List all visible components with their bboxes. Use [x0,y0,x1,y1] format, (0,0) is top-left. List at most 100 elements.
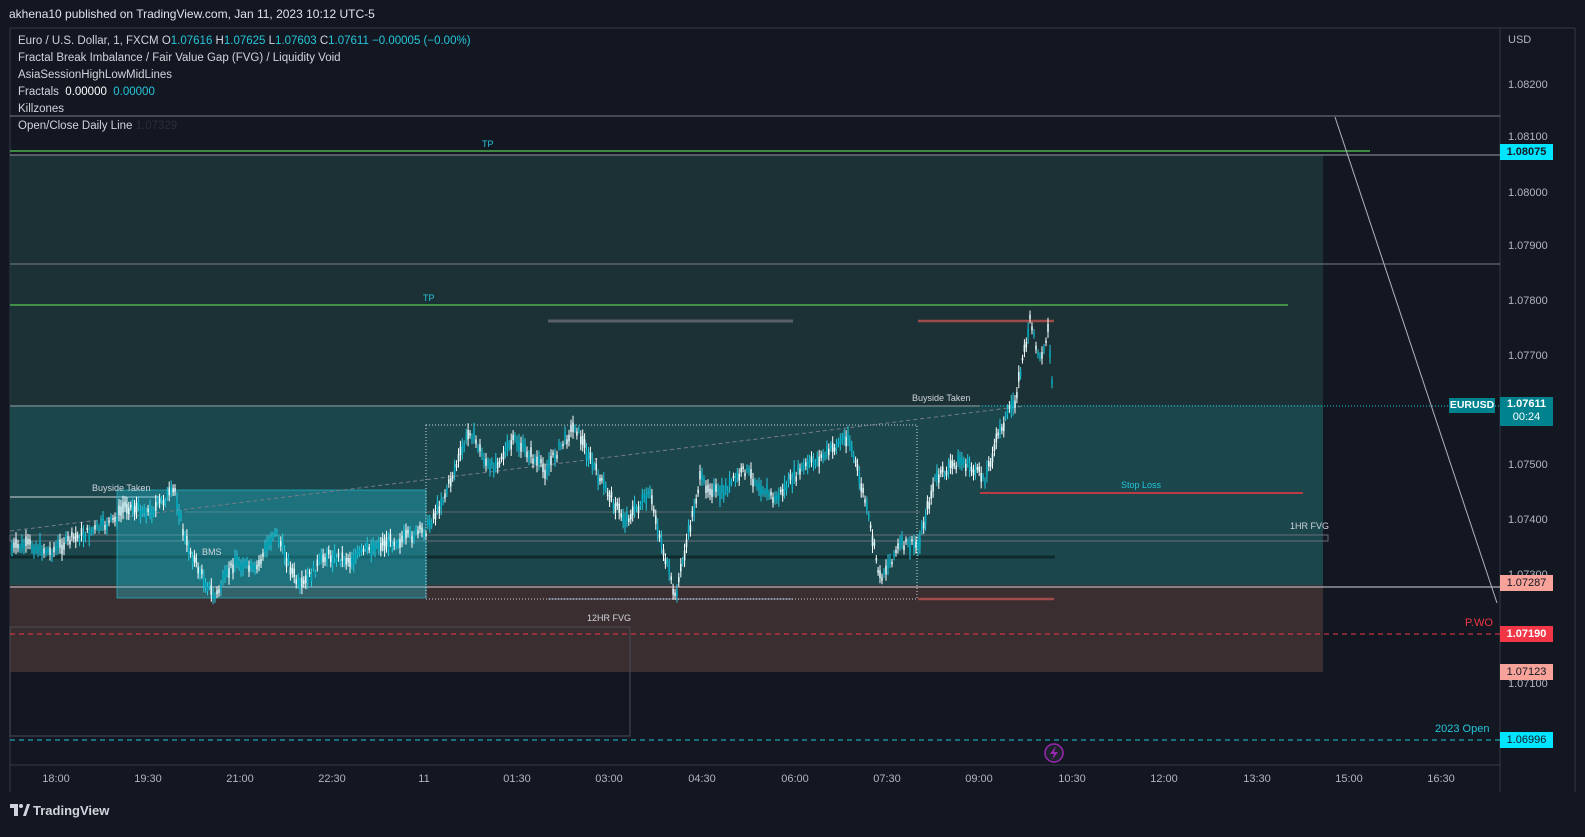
candle-body [915,541,917,549]
candle-body [717,487,719,492]
candle-body [831,442,834,453]
fvg-1hr-label: 1HR FVG [1290,521,1330,531]
fractals-value-2: 0.00000 [113,86,155,98]
candle-body [564,431,566,440]
candle-body [133,506,136,515]
candle-body [976,467,979,470]
candle-body [961,457,963,466]
candle-body [526,451,528,458]
candle-body [744,473,746,477]
diagonal-trendline [1334,116,1498,604]
candle-body [701,473,703,481]
candle-body [721,484,723,493]
candle-body [90,530,92,533]
candle-body [272,535,274,538]
candle-body [991,453,994,463]
candle-body [522,439,524,447]
candle-body [191,557,194,565]
candle-body [713,483,715,491]
candle-body [1021,357,1024,361]
legend-indicator-asia[interactable]: AsiaSessionHighLowMidLines [18,69,173,81]
profit-zone-upper [10,155,1323,405]
candle-body [429,520,431,528]
candle-body [774,495,776,501]
candle-body [283,551,286,560]
candle-body [593,464,595,468]
candle-body [128,507,130,515]
legend-indicator-fractals[interactable]: Fractals 0.00000 0.00000 [18,86,155,98]
candle-body [182,528,184,536]
candle-body [653,509,655,513]
candle-body [23,543,25,550]
candle-body [438,506,441,514]
candle-body [477,447,479,450]
candle-body [100,520,102,526]
candle-body [368,547,370,550]
legend-symbol-line[interactable]: Euro / U.S. Dollar, 1, FXCM O1.07616 H1.… [18,35,471,47]
legend-indicator-fvg[interactable]: Fractal Break Imbalance / Fair Value Gap… [18,52,341,64]
candle-body [153,510,155,514]
candle-body [518,440,520,451]
candle-body [924,515,927,525]
candle-body [562,443,564,447]
candle-body [339,561,342,564]
candle-body [889,558,891,564]
candle-body [756,483,758,487]
candle-body [446,488,448,493]
candle-body [250,563,252,568]
candle-body [873,542,876,546]
legend-indicator-killzones[interactable]: Killzones [18,103,65,115]
candle-body [149,505,151,514]
candle-body [500,456,503,460]
candle-body [711,489,713,498]
candle-body [664,558,667,564]
candle-body [514,435,516,440]
candle-body [678,577,680,583]
lightning-icon[interactable] [1044,743,1064,763]
candle-body [528,455,530,461]
candle-body [380,542,382,551]
candle-body [276,531,278,534]
candle-body [453,465,456,475]
candle-body [926,501,929,509]
candle-body [425,533,427,537]
candle-body [748,468,750,473]
candle-body [199,570,201,576]
candle-body [13,542,15,548]
time-tick: 04:30 [688,773,716,785]
candle-body [875,558,878,561]
candle-body [1001,427,1003,431]
candle-body [558,442,560,447]
time-tick: 22:30 [318,773,346,785]
tradingview-logo-icon[interactable] [10,804,30,816]
candle-body [510,440,512,450]
candle-body [781,489,784,497]
candle-body [504,447,507,454]
candle-body [186,535,188,546]
candle-body [224,570,226,578]
candle-body [67,535,69,541]
candle-body [776,495,778,500]
symbol-name[interactable]: Euro / U.S. Dollar, 1, FXCM [18,35,159,47]
buyside-left-label: Buyside Taken [92,483,151,493]
candle-body [620,513,622,518]
close-label: C [319,35,329,47]
legend-indicator-daily-line[interactable]: Open/Close Daily Line 1.07329 [18,120,177,132]
candle-body [750,469,752,479]
candle-body [905,539,907,542]
tradingview-logo-text[interactable]: TradingView [33,803,110,818]
candle-body [168,487,170,496]
candle-body [11,544,13,552]
candle-body [322,554,324,563]
candle-body [903,545,905,551]
candle-body [530,447,532,457]
candle-body [649,489,651,495]
candle-body [770,491,772,496]
candle-body [457,454,460,462]
candle-body [370,545,372,556]
stop-loss-label: Stop Loss [1121,480,1162,490]
candle-body [624,518,626,527]
candle-body [1033,332,1035,336]
candle-body [206,586,209,592]
